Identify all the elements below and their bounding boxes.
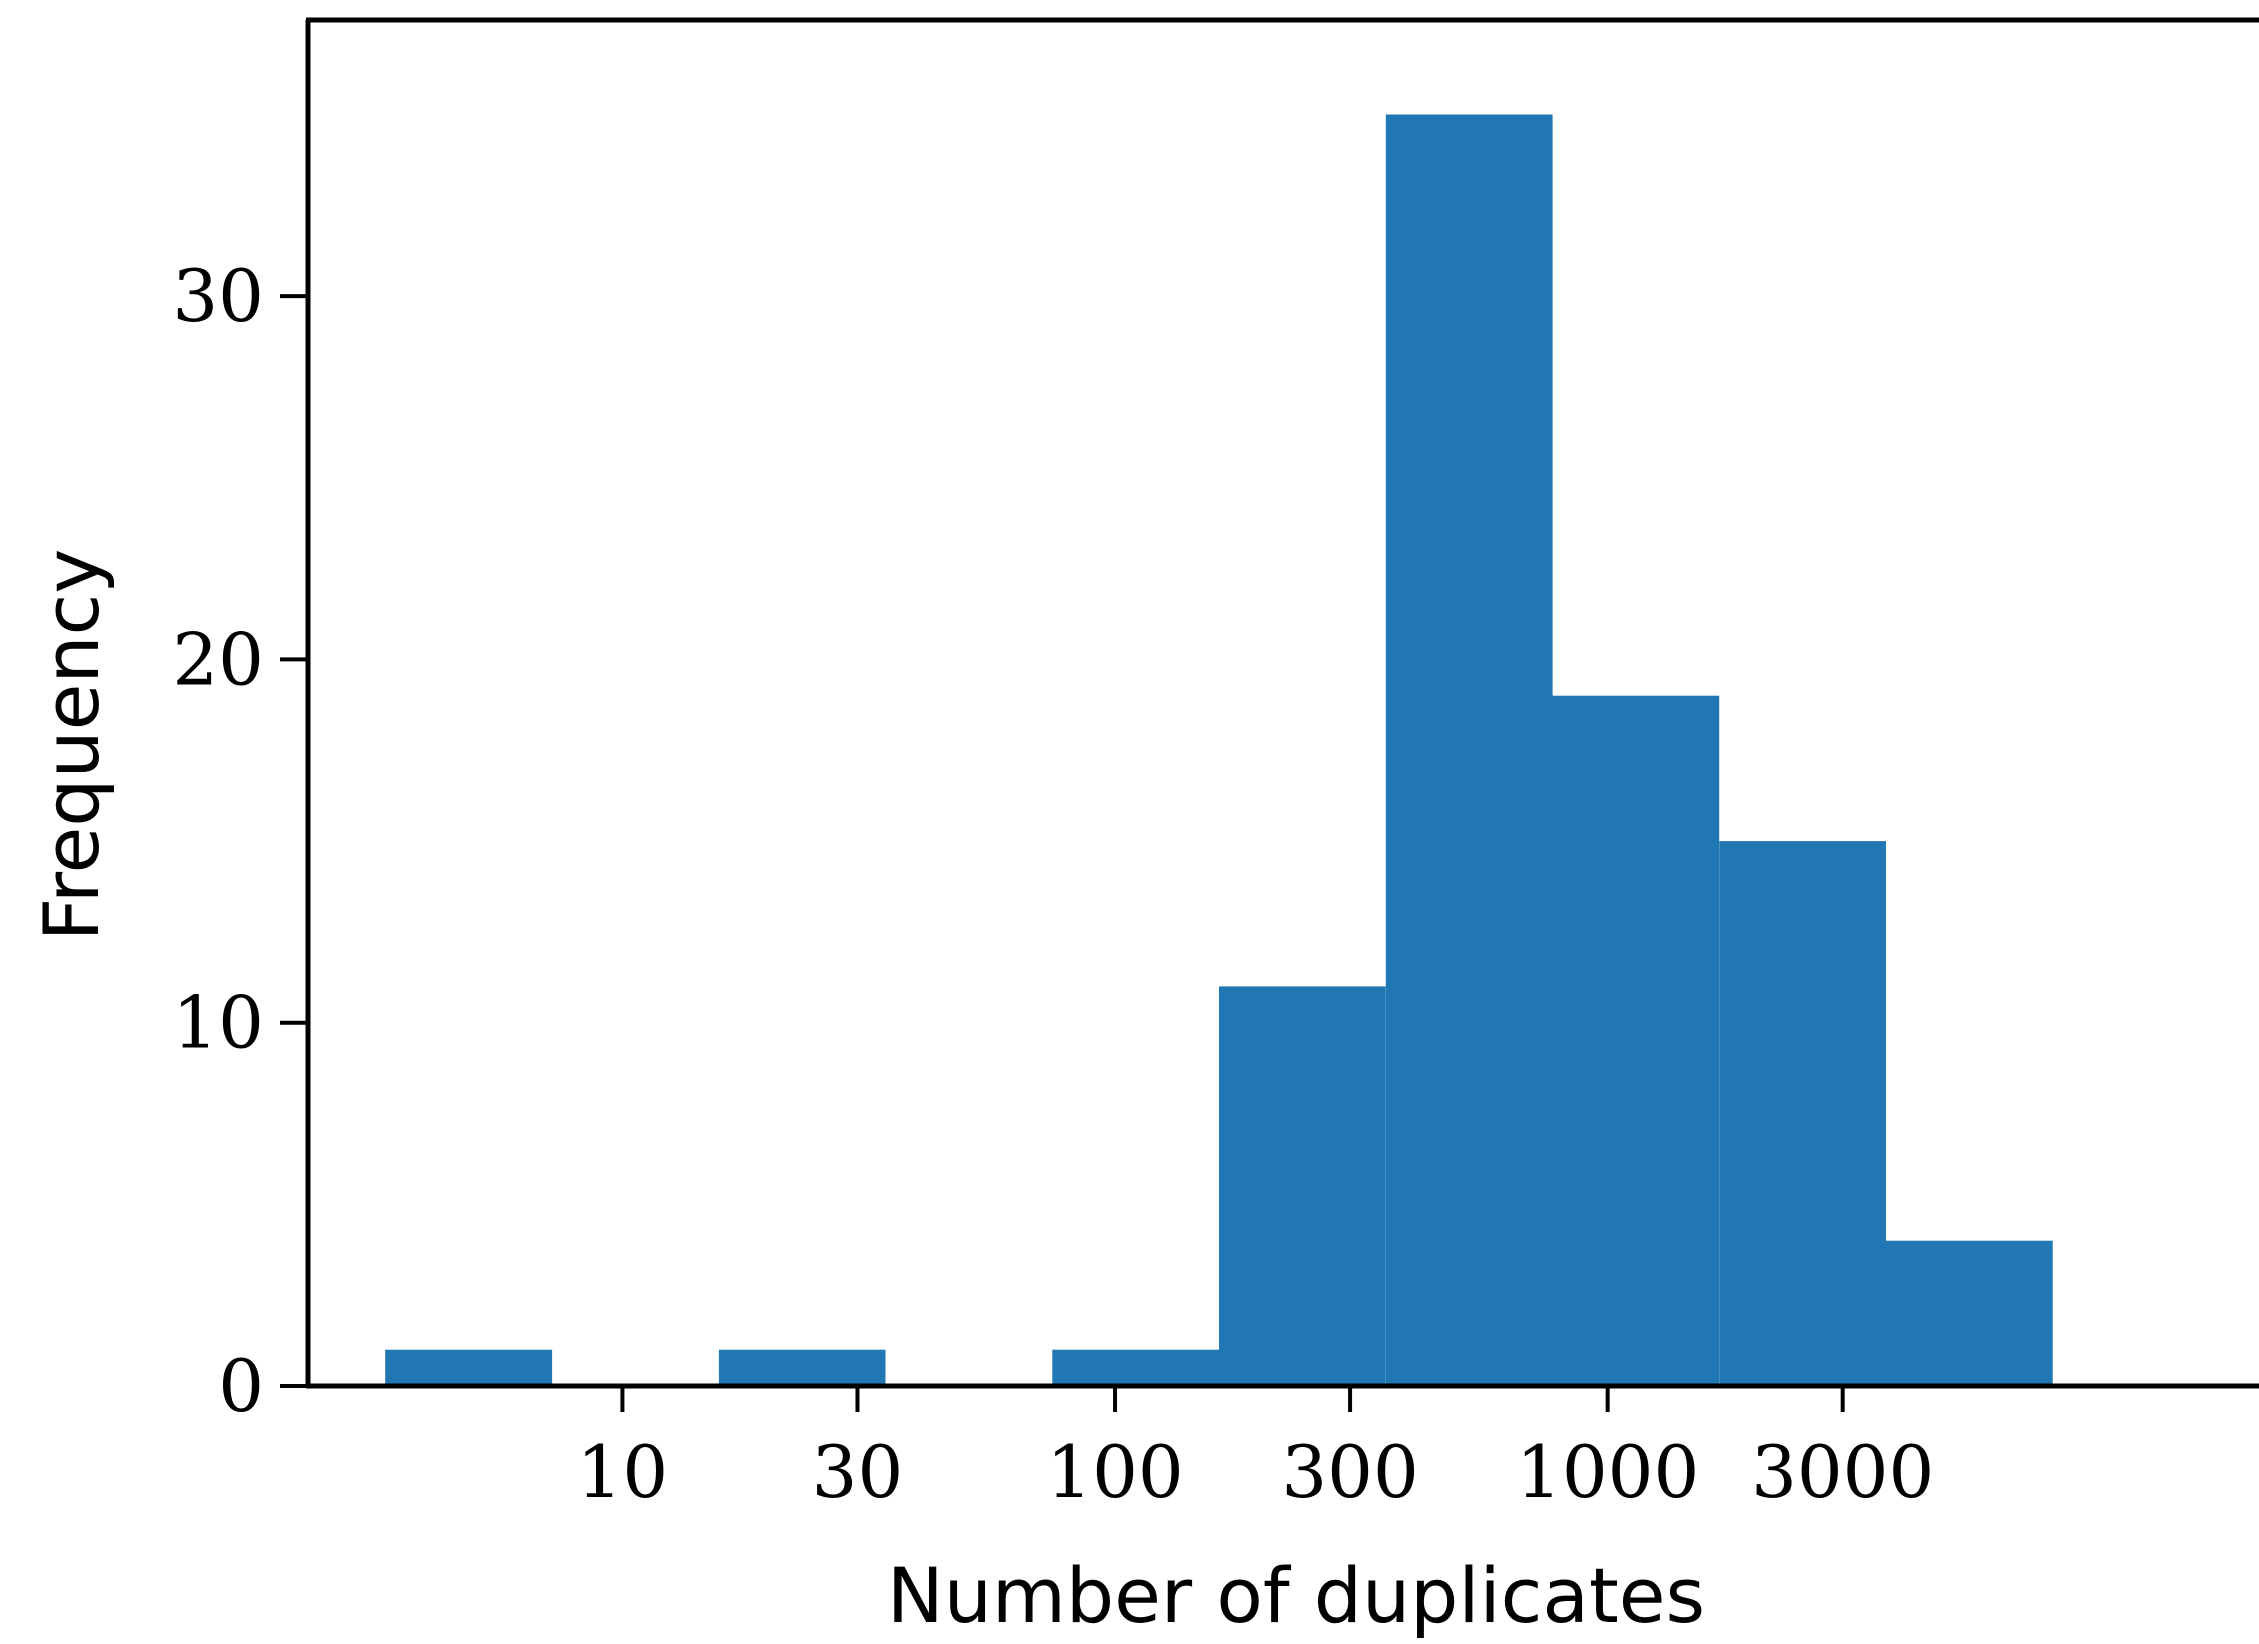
histogram-bar-7: [1552, 695, 1720, 1386]
y-tick-label: 0: [218, 1344, 264, 1428]
y-axis-label: Frequency: [27, 549, 116, 942]
x-tick-label: 3000: [1751, 1430, 1934, 1514]
histogram-bar-8: [1719, 841, 1886, 1386]
x-tick-label: 300: [1281, 1430, 1418, 1514]
y-tick-label: 20: [172, 617, 264, 701]
histogram-bar-4: [1052, 1349, 1219, 1386]
x-axis-label: Number of duplicates: [887, 1551, 1705, 1640]
x-tick-label: 30: [812, 1430, 904, 1514]
y-tick-label: 10: [172, 981, 264, 1065]
bars-group: [385, 114, 2053, 1386]
histogram-bar-2: [718, 1349, 886, 1386]
histogram-bar-6: [1385, 114, 1553, 1386]
y-tick-label: 30: [172, 254, 264, 338]
histogram-bar-9: [1886, 1240, 2053, 1386]
y-ticks-group: 0 10 20 30: [172, 254, 308, 1428]
histogram-bar-0: [385, 1349, 553, 1386]
x-tick-label: 10: [577, 1430, 669, 1514]
x-tick-label: 100: [1046, 1430, 1183, 1514]
x-tick-label: 1000: [1516, 1430, 1699, 1514]
x-ticks-group: 10 30 100 300 1000 3000: [577, 1386, 1934, 1514]
axes-group: [305, 17, 2259, 1389]
histogram-bar-5: [1219, 986, 1386, 1386]
